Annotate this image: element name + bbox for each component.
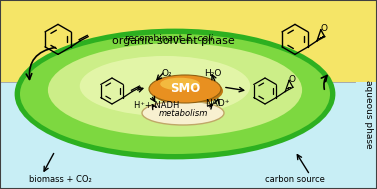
- Text: carbon source: carbon source: [265, 174, 325, 184]
- Text: E. coli: E. coli: [186, 34, 213, 43]
- Ellipse shape: [16, 30, 334, 158]
- Text: recombinant: recombinant: [125, 34, 185, 43]
- Ellipse shape: [20, 34, 330, 154]
- Text: H⁺+ NADH: H⁺+ NADH: [134, 101, 180, 109]
- Text: organic solvent phase: organic solvent phase: [112, 36, 235, 46]
- Bar: [0, 0, 377, 82]
- Ellipse shape: [48, 43, 302, 137]
- Ellipse shape: [142, 101, 224, 125]
- Text: O: O: [320, 24, 327, 33]
- Text: NAD⁺: NAD⁺: [205, 98, 229, 108]
- Text: SMO: SMO: [170, 83, 200, 95]
- Text: biomass + CO₂: biomass + CO₂: [29, 174, 91, 184]
- Ellipse shape: [149, 75, 221, 103]
- Text: H₂O: H₂O: [204, 68, 222, 77]
- Text: O₂: O₂: [162, 68, 172, 77]
- Ellipse shape: [151, 77, 223, 105]
- Ellipse shape: [160, 78, 200, 90]
- Text: aqueous phase: aqueous phase: [365, 80, 374, 149]
- Text: O: O: [288, 75, 296, 84]
- Text: metabolism: metabolism: [158, 108, 208, 118]
- Ellipse shape: [80, 56, 250, 116]
